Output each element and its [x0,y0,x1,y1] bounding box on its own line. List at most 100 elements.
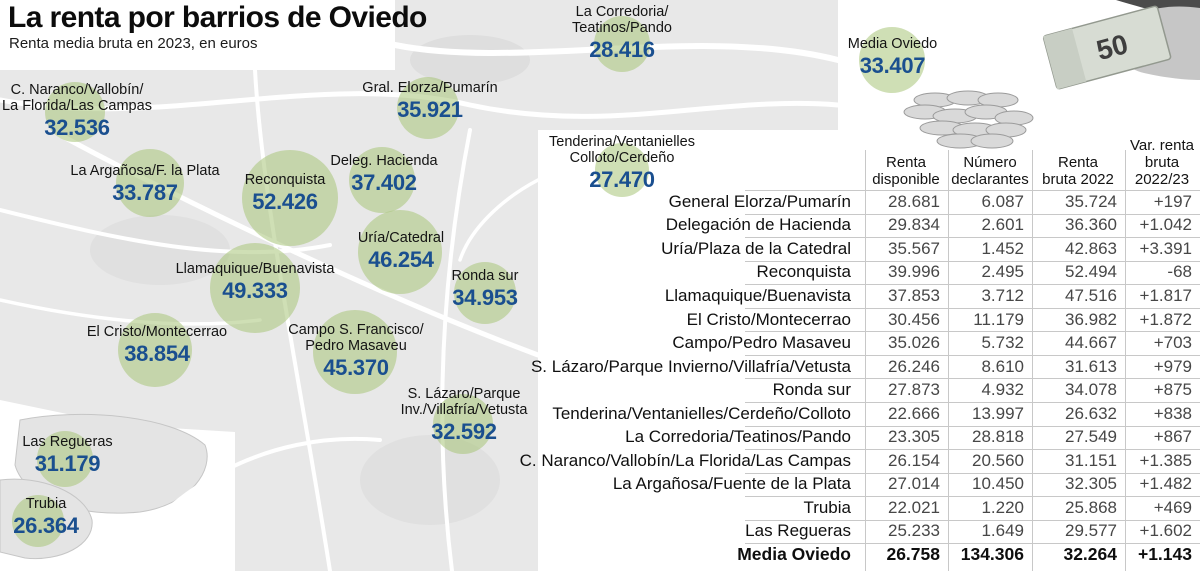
row-value: +703 [1153,333,1192,353]
column-header-line: 2022/23 [1134,171,1190,188]
table-row: Trubia 22.021 1.220 25.868 +469 [500,496,1200,520]
district-income-value: 32.536 [44,115,110,140]
map-label: Reconquista 52.426 [195,172,375,214]
column-separator [1125,150,1126,571]
column-header: Renta bruta 2022 [1030,154,1126,188]
map-label: C. Naranco/Vallobín/La Florida/Las Campa… [0,82,157,140]
column-separator [948,150,949,571]
district-name: Gral. Elorza/Pumarín [362,80,498,96]
district-name: Media Oviedo [847,36,938,52]
row-separator [745,425,1200,427]
row-value: 1.649 [981,521,1024,541]
banknote-image: 50 [1042,5,1172,90]
row-value: 28.818 [972,427,1024,447]
district-name: Teatinos/Pando [572,20,672,36]
row-separator [745,213,1200,215]
row-value: 47.516 [1065,285,1117,305]
table-row: El Cristo/Montecerrao 30.456 11.179 36.982 +… [500,308,1200,332]
row-value: +1.817 [1139,285,1192,305]
row-separator [745,449,1200,451]
table-row: Llamaquique/Buenavista 37.853 3.712 47.516 +… [500,284,1200,308]
map-label: Campo S. Francisco/Pedro Masaveu 45.370 [266,322,446,380]
column-header: Renta disponible [858,154,954,188]
page-title: La renta por barrios de Oviedo [8,1,427,34]
row-separator [745,260,1200,262]
row-value: 2.495 [981,262,1024,282]
row-value: 30.456 [888,309,940,329]
district-income-value: 26.364 [13,513,79,538]
money-photo: 50 [903,0,1200,149]
map-label: Las Regueras 31.179 [0,434,135,476]
row-value: 37.853 [888,285,940,305]
row-separator [745,519,1200,521]
row-value: 29.577 [1065,521,1117,541]
row-value: 23.305 [888,427,940,447]
map-label: Media Oviedo 33.407 [800,36,985,78]
row-value: 2.601 [981,215,1024,235]
row-value: 25.233 [888,521,940,541]
table-row: Reconquista 39.996 2.495 52.494 -68 [500,261,1200,285]
district-name: Colloto/Cerdeño [569,150,675,166]
row-label: Trubia [803,497,851,517]
row-separator [745,378,1200,380]
map-label: Tenderina/Ventanielles Colloto/Cerdeño 27.… [530,134,714,192]
column-header-line: Renta [885,154,927,171]
district-name: Trubia [25,496,67,512]
row-value: +1.872 [1139,309,1192,329]
table-row: Delegación de Hacienda 29.834 2.601 36.360 +… [500,214,1200,238]
row-separator [745,402,1200,404]
row-separator [745,496,1200,498]
row-value: 31.613 [1065,356,1117,376]
row-separator [745,354,1200,356]
row-label: Reconquista [756,262,851,282]
row-value: +1.602 [1139,521,1192,541]
row-label: C. Naranco/Vallobín/La Florida/Las Campa… [519,450,851,470]
row-label: Media Oviedo [737,544,851,565]
row-value: 13.997 [972,403,1024,423]
district-name: La Florida/Las Campas [2,98,152,114]
table-row: C. Naranco/Vallobín/La Florida/Las Campa… [500,449,1200,473]
table-row: Ronda sur 27.873 4.932 34.078 +875 [500,378,1200,402]
row-value: +875 [1153,380,1192,400]
row-label: S. Lázaro/Parque Invierno/Villafría/Vetu… [530,356,851,376]
row-value: 25.868 [1065,497,1117,517]
row-value: 4.932 [981,380,1024,400]
row-label: Campo/Pedro Masaveu [672,333,851,353]
row-label: El Cristo/Montecerrao [686,309,851,329]
row-value: 28.681 [888,191,940,211]
table-row: La Argañosa/Fuente de la Plata 27.014 10.4… [500,473,1200,497]
column-header-line: bruta 2022 [1042,171,1114,188]
row-label: La Argañosa/Fuente de la Plata [612,474,851,494]
column-separator [1032,150,1033,571]
row-value: 36.360 [1065,215,1117,235]
row-label: Llamaquique/Buenavista [664,285,851,305]
row-value: 22.666 [888,403,940,423]
table-row: Las Regueras 25.233 1.649 29.577 +1.602 [500,520,1200,544]
district-income-value: 49.333 [222,278,288,303]
district-name: Deleg. Hacienda [330,153,438,169]
map-label: Llamaquique/Buenavista 49.333 [164,261,346,303]
column-header-line: bruta [1144,154,1180,171]
row-value: 27.873 [888,380,940,400]
row-separator [745,237,1200,239]
district-name: El Cristo/Montecerrao [86,324,228,340]
row-value: 26.758 [886,544,940,565]
row-value: +979 [1153,356,1192,376]
row-value: +197 [1153,191,1192,211]
row-value: 11.179 [973,309,1024,329]
row-label: General Elorza/Pumarín [668,191,851,211]
district-income-value: 31.179 [34,451,101,476]
row-value: 1.452 [981,238,1024,258]
row-value: 6.087 [981,191,1024,211]
district-name: Reconquista [244,172,326,188]
row-value: 31.151 [1065,450,1117,470]
row-value: 26.154 [888,450,940,470]
row-value: +1.385 [1139,450,1192,470]
row-label: La Corredoria/Teatinos/Pando [625,427,851,447]
row-value: +1.143 [1137,544,1192,565]
row-value: 26.246 [888,356,940,376]
row-value: 5.732 [981,333,1024,353]
column-header-line: Número [963,154,1017,171]
table-row: General Elorza/Pumarín 28.681 6.087 35.724 +… [500,190,1200,214]
row-label: Uría/Plaza de la Catedral [661,238,851,258]
